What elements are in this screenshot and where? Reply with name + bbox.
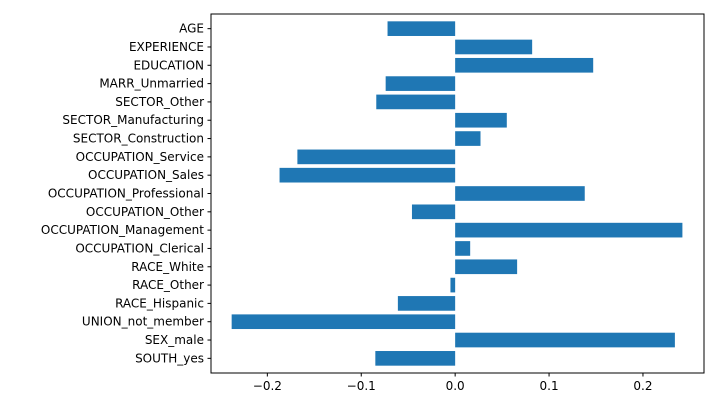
bar-race-other (450, 277, 456, 293)
y-tick-label: SOUTH_yes (135, 351, 204, 365)
bar-marr-unmarried (385, 76, 456, 91)
bar-age (387, 21, 456, 36)
y-tick-label: EXPERIENCE (129, 40, 204, 54)
y-tick-label: SEX_male (145, 333, 204, 347)
bar-race-white (455, 259, 518, 275)
bar-experience (455, 39, 533, 55)
y-tick-label: SECTOR_Construction (73, 132, 204, 146)
bar-occupation-service (297, 149, 456, 165)
y-tick-label: OCCUPATION_Service (76, 150, 204, 164)
x-tick-label: 0.2 (633, 379, 652, 393)
y-tick-label: OCCUPATION_Sales (88, 168, 204, 182)
bar-occupation-clerical (455, 241, 471, 256)
y-tick-label: OCCUPATION_Clerical (75, 241, 204, 255)
y-tick-label: UNION_not_member (82, 315, 204, 329)
bar-sector-construction (455, 131, 481, 146)
y-tick-label: EDUCATION (133, 58, 204, 72)
bar-race-hispanic (397, 296, 456, 311)
y-axis-ticks: SOUTH_yes SEX_male UNION_not_member RACE_Hi… (41, 22, 211, 365)
y-tick-label: RACE_White (131, 260, 204, 274)
bar-occupation-other (411, 204, 456, 220)
y-tick-label: SECTOR_Other (115, 95, 204, 109)
bar-sector-manufacturing (455, 112, 507, 128)
y-tick-label: RACE_Hispanic (115, 296, 204, 310)
bar-south-yes (375, 351, 456, 366)
x-tick-label: −0.2 (253, 379, 282, 393)
bar-union-not-member (231, 314, 456, 330)
x-tick-label: 0.0 (446, 379, 465, 393)
y-tick-label: OCCUPATION_Management (41, 223, 204, 237)
bar-education (455, 57, 594, 73)
y-tick-label: OCCUPATION_Other (86, 205, 204, 219)
y-tick-label: OCCUPATION_Professional (48, 187, 204, 201)
bar-sex-male (455, 332, 675, 348)
x-tick-label: 0.1 (540, 379, 559, 393)
y-tick-label: MARR_Unmarried (99, 77, 204, 91)
y-tick-label: AGE (179, 22, 204, 36)
x-axis-ticks: −0.2 −0.1 0.0 0.1 0.2 (253, 373, 653, 393)
bar-occupation-professional (455, 186, 585, 201)
bar-sector-other (376, 94, 456, 110)
bar-occupation-sales (279, 167, 456, 183)
bars-group (231, 21, 683, 366)
x-tick-label: −0.1 (347, 379, 376, 393)
y-tick-label: RACE_Other (132, 278, 204, 292)
y-tick-label: SECTOR_Manufacturing (62, 113, 204, 127)
bar-occupation-management (455, 222, 683, 238)
plot-area-frame (210, 13, 705, 374)
